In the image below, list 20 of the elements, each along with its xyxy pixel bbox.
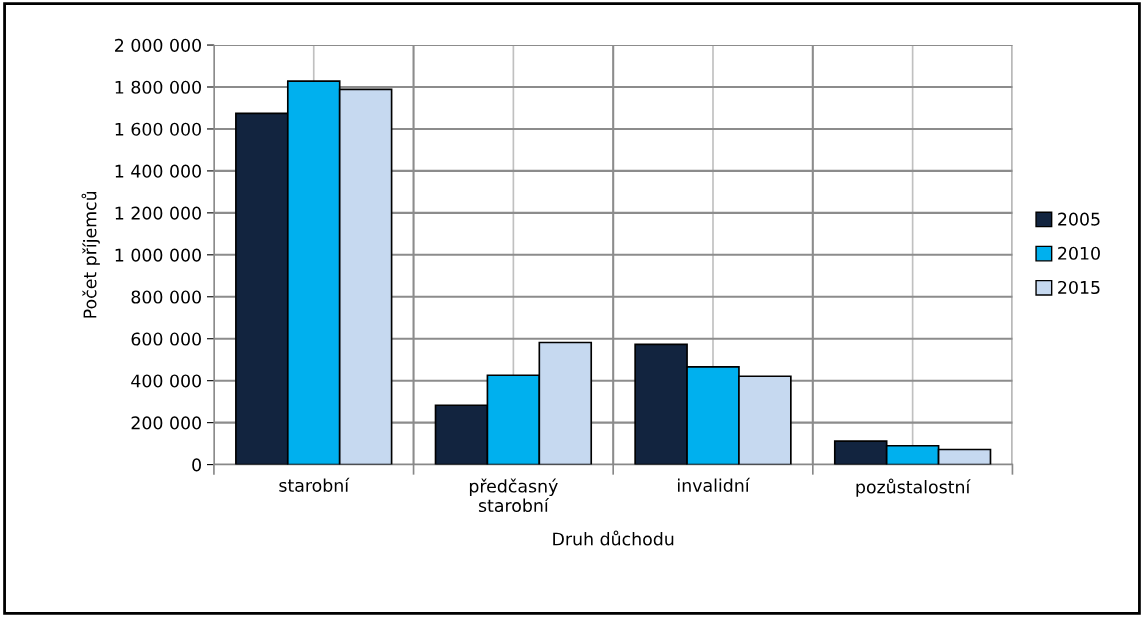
- y-tick-label: 2 000 000: [115, 38, 201, 52]
- y-tick-label: 1 600 000: [115, 122, 201, 136]
- y-tick-label: 800 000: [131, 290, 201, 304]
- y-tick-label: 400 000: [131, 374, 201, 388]
- legend-label: 2005: [1058, 212, 1100, 226]
- y-tick-label: 1 200 000: [115, 206, 201, 220]
- y-tick-label: 1 000 000: [115, 248, 201, 262]
- y-axis-title: Počet příjemců: [81, 191, 100, 318]
- y-tick-label: 600 000: [131, 332, 201, 346]
- legend-label: 2010: [1058, 246, 1100, 260]
- legend-label: 2015: [1058, 280, 1100, 295]
- x-tick-label: pozůstalostní: [856, 478, 971, 497]
- y-tick-label: 0: [192, 458, 201, 472]
- x-tick-label: invalidní: [678, 477, 751, 492]
- x-tick-label: starobní: [279, 477, 350, 492]
- y-tick-label: 200 000: [131, 416, 201, 430]
- x-axis-title: Druh důchodu: [553, 530, 674, 546]
- x-tick-label: předčasný starobní: [469, 478, 558, 513]
- y-tick-label: 1 400 000: [115, 164, 201, 178]
- y-tick-label: 1 800 000: [115, 80, 201, 94]
